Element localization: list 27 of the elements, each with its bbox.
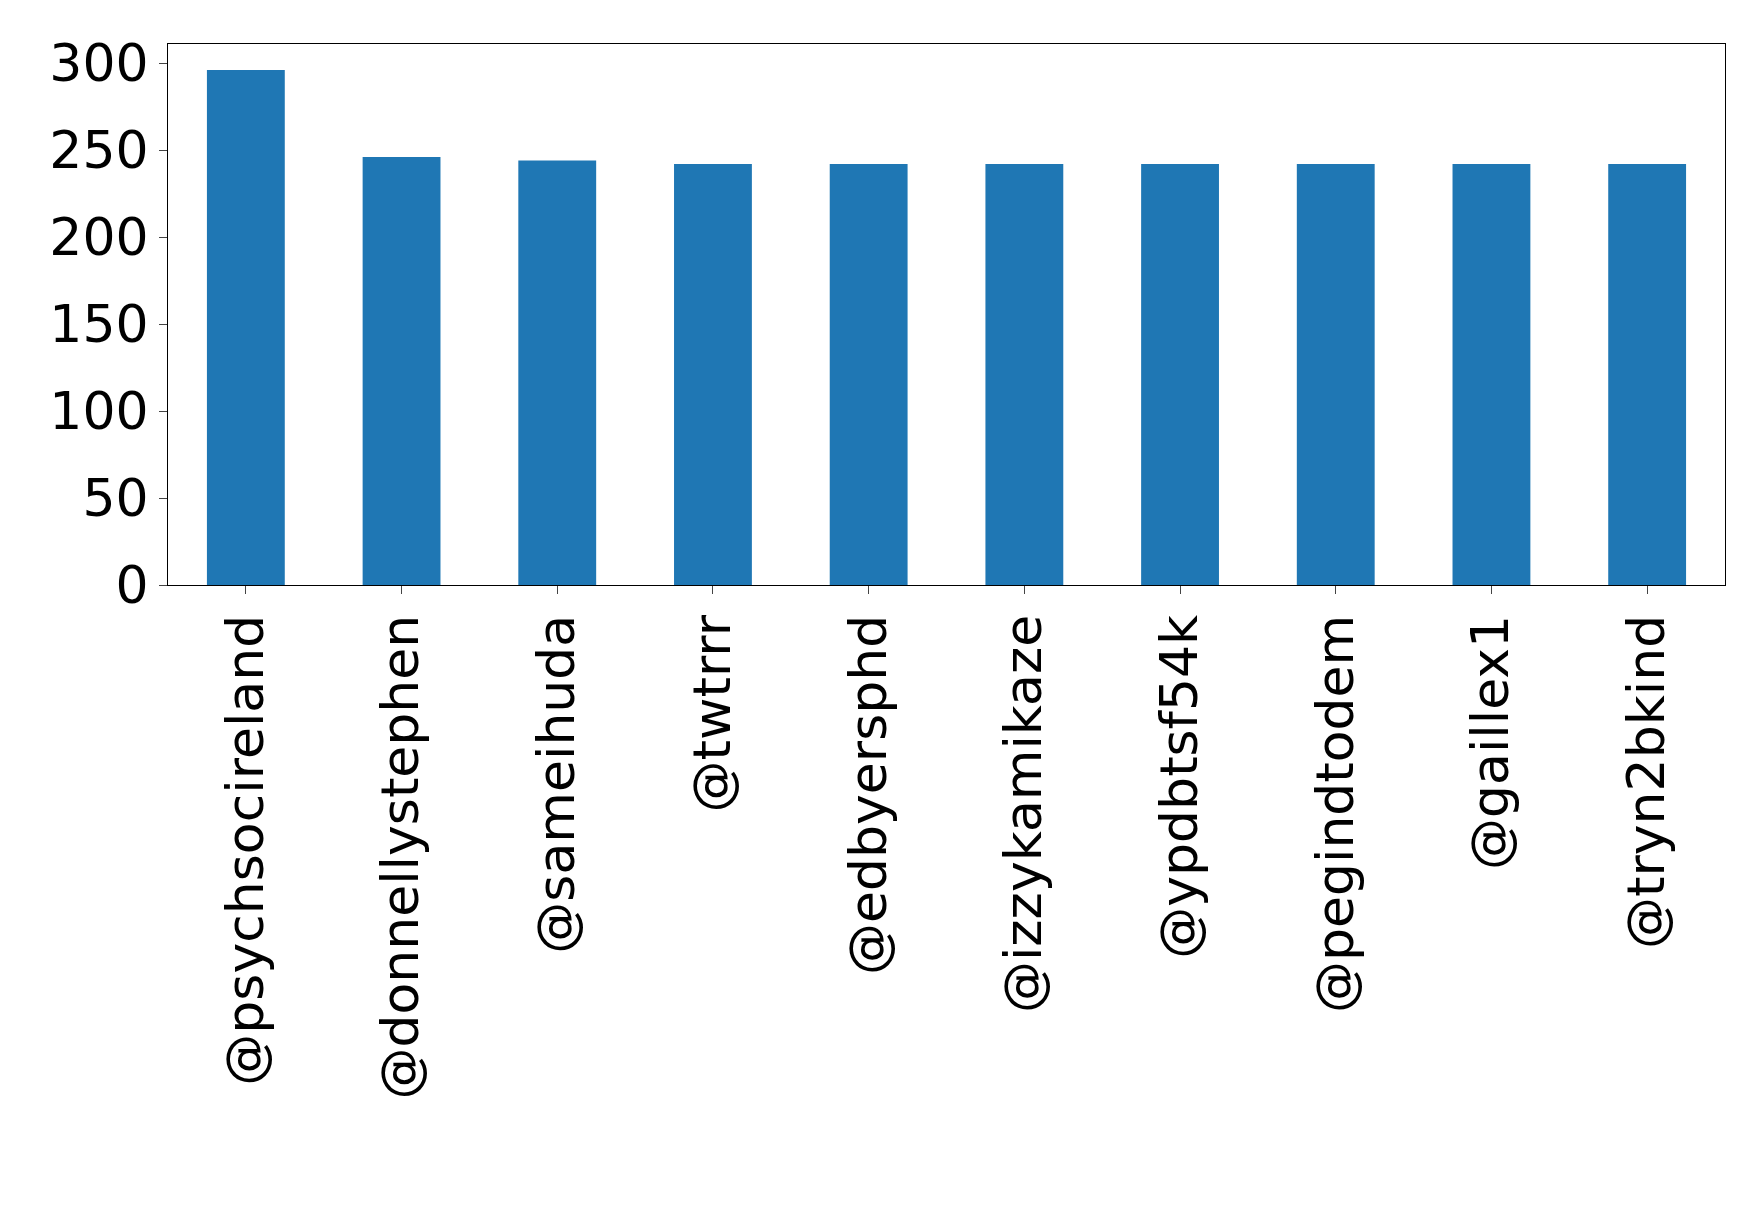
y-tick-label: 300 (49, 33, 149, 94)
x-tick-label: @donnellystephen (370, 614, 431, 1100)
x-tick-label: @edbyersphd (837, 614, 898, 976)
y-tick-label: 0 (115, 555, 149, 616)
x-tick-label: @sameihuda (526, 614, 587, 954)
bar (829, 164, 908, 585)
bar (1296, 164, 1375, 585)
y-tick-label: 250 (49, 120, 149, 181)
x-tick-label: @psychsocireland (214, 614, 275, 1086)
bar (985, 164, 1064, 585)
x-tick-label: @ypdbtsf54k (1148, 614, 1209, 959)
x-tick-label: @izzykamikaze (993, 614, 1054, 1014)
y-tick-label: 150 (49, 294, 149, 355)
bar (1452, 164, 1531, 585)
x-tick-label: @gaillex1 (1460, 614, 1521, 870)
bar (674, 164, 752, 585)
y-tick-label: 50 (82, 468, 149, 529)
y-tick-label: 100 (49, 381, 149, 442)
y-tick-label: 200 (49, 207, 149, 268)
bar (362, 157, 441, 585)
x-tick-label: @pegindtodem (1304, 614, 1365, 1014)
bar (206, 70, 285, 585)
bar (518, 160, 597, 585)
bar (1608, 164, 1687, 585)
bar (1141, 164, 1219, 585)
x-tick-label: @twtrrr (681, 614, 742, 813)
x-tick-label: @tryn2bkind (1616, 614, 1677, 949)
